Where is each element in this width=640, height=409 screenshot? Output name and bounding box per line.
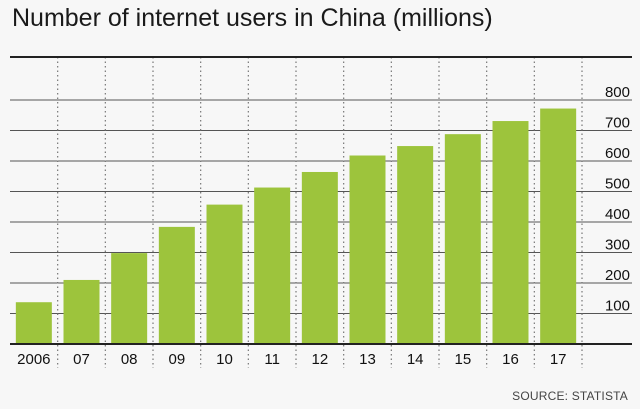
x-tick-label: 2006 [17, 351, 50, 368]
x-tick-label: 07 [73, 351, 90, 368]
x-tick-label: 11 [264, 351, 280, 368]
bar-10 [206, 204, 243, 344]
y-tick-label: 700 [605, 115, 630, 132]
y-tick-label: 300 [605, 237, 630, 254]
y-tick-label: 800 [605, 84, 630, 101]
x-tick-label: 10 [216, 351, 233, 368]
bar-16 [492, 121, 529, 344]
x-tick-label: 16 [502, 351, 519, 368]
x-tick-label: 13 [359, 351, 376, 368]
y-tick-label: 200 [605, 267, 630, 284]
bar-13 [349, 155, 386, 344]
y-tick-label: 400 [605, 206, 630, 223]
bar-15 [444, 134, 481, 344]
bar-12 [301, 171, 338, 344]
bar-14 [397, 146, 434, 344]
x-tick-label: 09 [168, 351, 185, 368]
bar-11 [254, 187, 291, 344]
x-tick-label: 12 [311, 351, 328, 368]
x-tick-label: 17 [550, 351, 567, 368]
bars [15, 108, 577, 344]
y-tick-label: 100 [605, 298, 630, 315]
chart-title: Number of internet users in China (milli… [12, 4, 493, 32]
y-tick-label: 500 [605, 176, 630, 193]
bar-07 [63, 279, 100, 344]
bar-09 [158, 226, 195, 344]
y-tick-labels: 100 200 300 400 500 600 700 800 [605, 84, 630, 315]
bar-2006 [15, 302, 52, 344]
bar-17 [540, 108, 577, 344]
x-tick-label: 08 [121, 351, 138, 368]
x-tick-labels: 2006 07 08 09 10 11 12 13 14 15 16 17 [17, 351, 566, 368]
y-tick-label: 600 [605, 145, 630, 162]
x-tick-label: 14 [407, 351, 424, 368]
bar-08 [111, 253, 148, 344]
source-note: SOURCE: STATISTA [512, 389, 628, 403]
x-tick-label: 15 [454, 351, 471, 368]
